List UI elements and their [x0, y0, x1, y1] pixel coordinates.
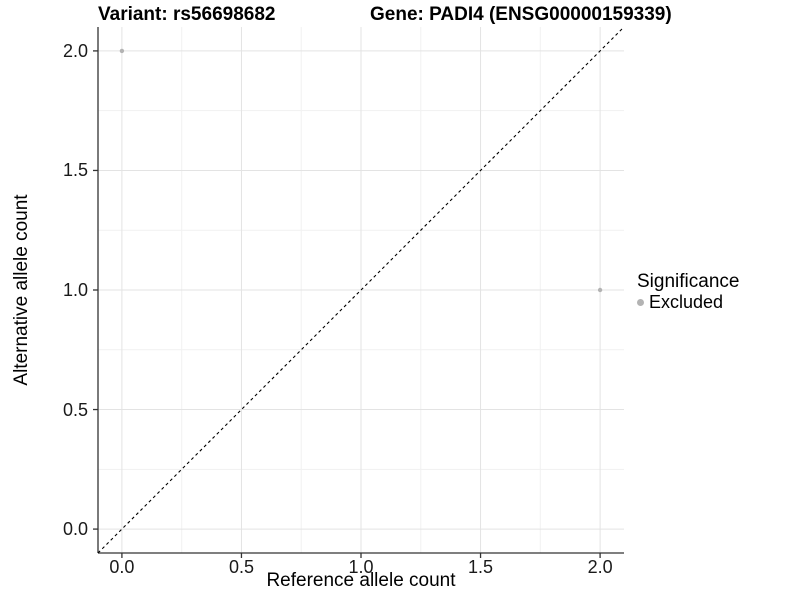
excluded-point-icon	[637, 299, 644, 306]
x-axis-title: Reference allele count	[266, 570, 456, 591]
plot-title-variant: Variant: rs56698682	[98, 4, 276, 25]
legend: Significance Excluded	[637, 271, 739, 312]
y-axis-title: Alternative allele count	[11, 194, 32, 386]
x-tick-label: 0.0	[109, 557, 135, 577]
data-point	[119, 48, 125, 54]
x-tick-label: 1.5	[468, 557, 494, 577]
x-tick-label: 2.0	[587, 557, 613, 577]
y-tick-label: 0.5	[62, 399, 88, 420]
identity-dashed-line	[97, 26, 625, 554]
plot-title-gene: Gene: PADI4 (ENSG00000159339)	[370, 4, 672, 25]
legend-item-excluded: Excluded	[637, 293, 739, 312]
data-point	[597, 287, 603, 293]
legend-item-label: Excluded	[649, 292, 724, 312]
x-tick-label: 0.5	[228, 557, 254, 577]
y-tick-label: 1.5	[62, 160, 88, 181]
y-tick-label: 1.0	[62, 280, 88, 300]
x-tick-label: 1.0	[348, 557, 374, 577]
y-tick-label: 0.0	[62, 519, 88, 540]
y-tick-label: 2.0	[62, 40, 88, 61]
legend-title: Significance	[637, 271, 740, 292]
